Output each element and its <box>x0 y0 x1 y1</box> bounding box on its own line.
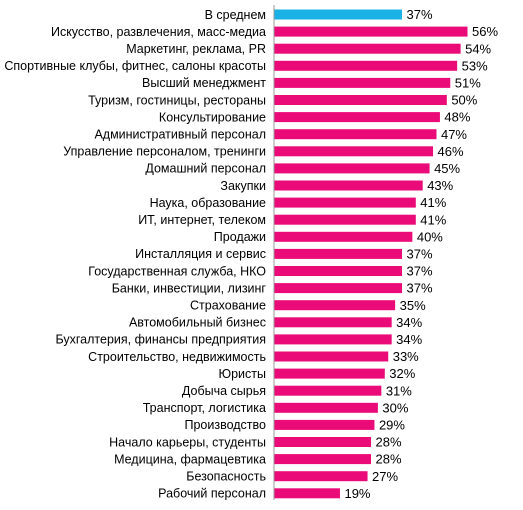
category-label: В среднем <box>205 8 266 22</box>
value-label: 32% <box>389 366 415 381</box>
category-label: Высший менеджмент <box>142 76 266 90</box>
value-label: 33% <box>393 349 419 364</box>
value-label: 27% <box>372 469 398 484</box>
bar <box>274 231 413 242</box>
category-label: Безопасность <box>186 470 266 484</box>
value-label: 53% <box>462 58 488 73</box>
category-label: Рабочий персонал <box>158 487 266 501</box>
value-label: 37% <box>407 7 433 22</box>
bar <box>274 317 392 328</box>
bar <box>274 146 434 157</box>
bar <box>274 248 403 259</box>
category-label: Закупки <box>220 179 266 193</box>
bar <box>274 300 396 311</box>
category-label: Автомобильный бизнес <box>129 316 266 330</box>
bar <box>274 488 340 499</box>
category-label: Страхование <box>190 299 266 313</box>
bar <box>274 437 371 447</box>
bar <box>274 60 458 71</box>
category-label: Инсталляция и сервис <box>135 247 266 261</box>
bar <box>274 112 440 123</box>
category-label: Консультирование <box>159 110 266 124</box>
bar <box>274 266 403 276</box>
value-label: 34% <box>396 315 422 330</box>
value-label: 37% <box>407 247 433 262</box>
bar <box>274 402 378 413</box>
category-label: Домашний персонал <box>145 162 266 176</box>
category-label: Строительство, недвижимость <box>88 350 266 364</box>
bar <box>274 419 375 430</box>
category-label: Туризм, гостиницы, рестораны <box>88 93 266 107</box>
value-label: 34% <box>396 332 422 347</box>
value-label: 46% <box>438 144 464 159</box>
bar <box>274 197 416 208</box>
value-label: 31% <box>386 383 412 398</box>
value-label: 50% <box>451 93 477 108</box>
bar <box>274 43 461 54</box>
value-label: 35% <box>400 298 426 313</box>
value-label: 28% <box>376 435 402 450</box>
value-label: 30% <box>382 400 408 415</box>
category-label: Наука, образование <box>150 196 266 210</box>
category-label: Транспорт, логистика <box>143 401 266 415</box>
bar <box>274 77 451 88</box>
category-label: Начало карьеры, студенты <box>109 435 266 449</box>
value-label: 37% <box>407 281 433 296</box>
category-label: Медицина, фармацевтика <box>114 452 266 466</box>
category-label: Маркетинг, реклама, PR <box>126 42 266 56</box>
bar <box>274 334 392 345</box>
bar <box>274 26 468 37</box>
value-label: 29% <box>379 418 405 433</box>
value-label: 41% <box>420 195 446 210</box>
bar <box>274 129 437 140</box>
category-label: Юристы <box>218 367 266 381</box>
value-label: 43% <box>427 178 453 193</box>
category-label: Продажи <box>214 230 266 244</box>
category-label: Добыча сырья <box>182 384 266 398</box>
value-label: 28% <box>376 452 402 467</box>
value-label: 54% <box>465 41 491 56</box>
value-label: 41% <box>420 212 446 227</box>
value-label: 56% <box>472 24 498 39</box>
category-label: Государственная служба, НКО <box>88 264 266 278</box>
bar <box>274 95 447 105</box>
category-label: Банки, инвестиции, лизинг <box>112 281 267 295</box>
category-label: Административный персонал <box>94 128 266 142</box>
category-label: Производство <box>184 418 266 432</box>
average-bar <box>274 9 403 20</box>
value-label: 40% <box>417 229 443 244</box>
category-label: Спортивные клубы, фитнес, салоны красоты <box>4 59 266 73</box>
value-label: 51% <box>455 76 481 91</box>
category-label: Управление персоналом, тренинги <box>63 145 266 159</box>
bar <box>274 283 403 294</box>
bar <box>274 454 371 465</box>
bar <box>274 385 382 396</box>
category-label: Искусство, развлечения, масс-медиа <box>51 25 266 39</box>
value-label: 19% <box>344 486 370 501</box>
value-label: 45% <box>434 161 460 176</box>
value-label: 37% <box>407 264 433 279</box>
category-label: Бухгалтерия, финансы предприятия <box>55 333 266 347</box>
value-label: 48% <box>444 110 470 125</box>
value-label: 47% <box>441 127 467 142</box>
bar <box>274 180 423 191</box>
bar <box>274 163 430 174</box>
category-label: ИТ, интернет, телеком <box>138 213 266 227</box>
bar <box>274 214 416 225</box>
bar <box>274 351 389 362</box>
bar <box>274 368 385 379</box>
bar <box>274 471 368 482</box>
